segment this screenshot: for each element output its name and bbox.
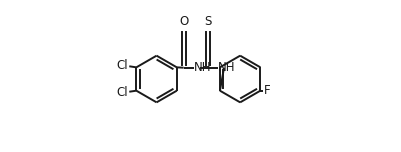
- Text: NH: NH: [218, 61, 235, 74]
- Text: S: S: [204, 15, 211, 28]
- Text: NH: NH: [194, 61, 211, 74]
- Text: O: O: [178, 15, 188, 28]
- Text: Cl: Cl: [116, 59, 128, 72]
- Text: F: F: [263, 84, 270, 97]
- Text: Cl: Cl: [116, 86, 128, 99]
